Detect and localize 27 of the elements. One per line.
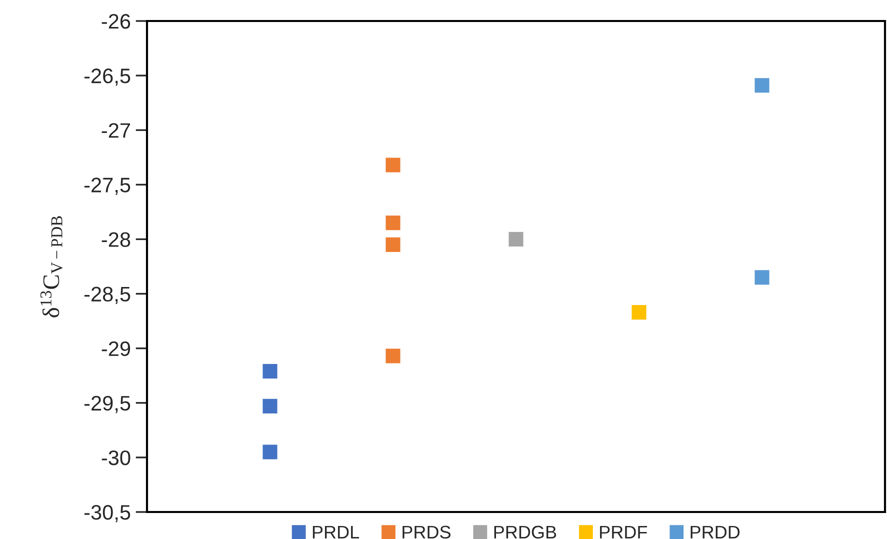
point <box>508 232 524 247</box>
legend-label: PRDF <box>600 526 647 538</box>
point <box>386 237 400 252</box>
legend-label: PRDS <box>402 526 450 539</box>
point <box>754 270 770 285</box>
point <box>386 216 400 230</box>
point <box>262 364 278 379</box>
y-tick-label: -28,5 <box>84 286 130 304</box>
y-tick-label: -27,5 <box>84 178 130 195</box>
legend-label: PRDGB <box>494 526 556 539</box>
y-tick-label: -28 <box>102 232 130 247</box>
point <box>754 78 770 93</box>
y-tick-label: -26,5 <box>84 68 130 86</box>
point <box>262 398 278 414</box>
point <box>632 305 646 320</box>
legend-label: PRDL <box>312 526 360 538</box>
legend-label: PRDD <box>690 526 740 538</box>
y-tick-label: -27 <box>102 123 130 138</box>
y-tick-label: -29 <box>102 341 130 356</box>
y-axis-title: δ$^{13}$C$_{V−PDB}$ <box>40 216 62 318</box>
point <box>386 158 400 172</box>
y-tick-label: -26 <box>102 14 130 29</box>
y-tick-label: -30 <box>102 450 130 466</box>
y-tick-label: -29,5 <box>84 396 130 414</box>
y-tick-label: -30,5 <box>84 505 130 522</box>
point <box>386 348 400 364</box>
point <box>262 444 278 460</box>
